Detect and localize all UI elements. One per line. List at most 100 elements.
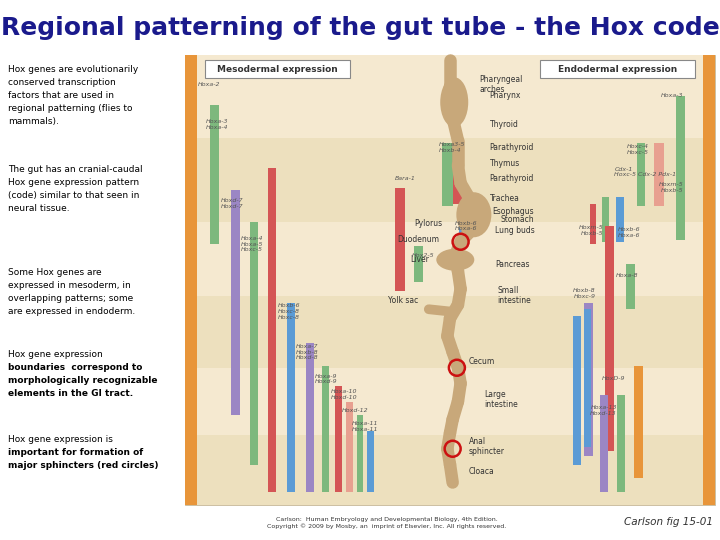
Text: Hoxa3-5
Hoxb-4: Hoxa3-5 Hoxb-4 (438, 142, 465, 153)
Text: Mesodermal expression: Mesodermal expression (217, 64, 338, 73)
Bar (676, 96, 685, 240)
Text: Regional patterning of the gut tube - the Hox code: Regional patterning of the gut tube - th… (1, 16, 719, 40)
Bar (585, 309, 591, 447)
Text: Lung buds: Lung buds (495, 226, 535, 235)
Bar (626, 264, 635, 309)
Bar (346, 402, 353, 491)
Text: (code) similar to that seen in: (code) similar to that seen in (8, 191, 140, 200)
Bar (600, 395, 608, 491)
Bar (605, 226, 613, 451)
Text: Hoxa-3: Hoxa-3 (661, 93, 683, 98)
Text: morphologically recognizable: morphologically recognizable (8, 376, 158, 385)
Text: Large
intestine: Large intestine (485, 389, 518, 409)
Bar (459, 219, 467, 242)
Text: Esophagus: Esophagus (492, 207, 534, 216)
Text: Hox gene expression pattern: Hox gene expression pattern (8, 178, 139, 187)
Bar (454, 152, 462, 204)
Text: factors that are used in: factors that are used in (8, 91, 114, 100)
Bar (616, 197, 624, 242)
Bar (0, 55, 185, 505)
Text: Pancreas: Pancreas (495, 260, 529, 269)
Bar (210, 105, 219, 244)
Bar (185, 296, 715, 368)
Text: Hoxm-5
Hoxb-5: Hoxm-5 Hoxb-5 (579, 225, 603, 236)
Text: Small
intestine: Small intestine (498, 286, 531, 306)
Bar (305, 343, 313, 491)
Text: Trachea: Trachea (490, 194, 520, 202)
Ellipse shape (440, 77, 468, 127)
Bar (185, 221, 715, 296)
Text: Hoxa-3
Hoxa-4: Hoxa-3 Hoxa-4 (206, 119, 229, 130)
Text: boundaries  correspond to: boundaries correspond to (8, 363, 143, 372)
Bar (367, 431, 374, 491)
Text: Hoxa-11
Hoxa-11: Hoxa-11 Hoxa-11 (352, 421, 379, 431)
Text: Hoxa-2: Hoxa-2 (198, 82, 221, 87)
Bar (185, 435, 715, 505)
Text: Hoxd-12: Hoxd-12 (341, 408, 368, 413)
Text: Carlson fig 15-01: Carlson fig 15-01 (624, 517, 713, 527)
Bar (336, 386, 342, 491)
Bar (185, 138, 715, 221)
Bar (616, 395, 625, 491)
Text: The gut has an cranial-caudal: The gut has an cranial-caudal (8, 165, 143, 174)
Text: Stomach: Stomach (500, 215, 534, 224)
Text: Hoxb-6
Hoxc-8
Hoxc-8: Hoxb-6 Hoxc-8 Hoxc-8 (278, 303, 300, 320)
Text: HoxD-9: HoxD-9 (601, 376, 625, 381)
Text: Cdx-1
Hoxc-5 Cdx-2 Pdx-1: Cdx-1 Hoxc-5 Cdx-2 Pdx-1 (614, 167, 676, 178)
Text: Thyroid: Thyroid (490, 120, 518, 129)
Text: Cloaca: Cloaca (469, 467, 495, 476)
Text: Pharynx: Pharynx (490, 91, 521, 100)
Text: Parathyroid: Parathyroid (490, 143, 534, 152)
Text: Carlson:  Human Embryology and Developmental Biology, 4th Edition.
Copyright © 2: Carlson: Human Embryology and Developmen… (267, 517, 506, 529)
Text: Hoxa-7
Hoxb-8
Hoxd-8: Hoxa-7 Hoxb-8 Hoxd-8 (297, 343, 319, 360)
Text: mammals).: mammals). (8, 117, 59, 126)
Bar (602, 197, 609, 242)
Text: Hoxa-10
Hoxd-10: Hoxa-10 Hoxd-10 (330, 389, 357, 400)
Text: Liver: Liver (410, 255, 429, 264)
Bar (585, 302, 593, 456)
Bar (185, 55, 715, 138)
Text: Hoxd-7
Hoxd-7: Hoxd-7 Hoxd-7 (221, 198, 243, 209)
Bar (357, 415, 363, 491)
Bar (442, 143, 453, 206)
Text: Anal
sphincter: Anal sphincter (469, 437, 505, 456)
Text: major sphincters (red circles): major sphincters (red circles) (8, 461, 158, 470)
Text: elements in the GI tract.: elements in the GI tract. (8, 389, 133, 398)
Bar (573, 316, 581, 464)
Ellipse shape (456, 192, 491, 237)
Bar (703, 55, 715, 505)
Text: Pylorus: Pylorus (414, 219, 442, 228)
Text: neural tissue.: neural tissue. (8, 204, 70, 213)
Text: are expressed in endoderm.: are expressed in endoderm. (8, 307, 135, 316)
Text: Parathyroid: Parathyroid (490, 174, 534, 183)
Bar (185, 55, 715, 505)
Text: Hoxa-8: Hoxa-8 (616, 273, 638, 278)
Bar (634, 366, 643, 478)
Text: Some Hox genes are: Some Hox genes are (8, 268, 102, 277)
Bar (250, 221, 258, 464)
Text: Duodenum: Duodenum (397, 235, 439, 244)
Bar (322, 366, 329, 491)
Bar (654, 143, 665, 206)
Text: important for formation of: important for formation of (8, 448, 143, 457)
Text: Pharyngeal
arches: Pharyngeal arches (479, 75, 523, 94)
Text: regional patterning (flies to: regional patterning (flies to (8, 104, 132, 113)
Text: Hox2-5: Hox2-5 (412, 253, 434, 258)
Bar (205, 60, 350, 78)
Bar (287, 302, 295, 491)
Text: Hox gene expression is: Hox gene expression is (8, 435, 113, 444)
Text: expressed in mesoderm, in: expressed in mesoderm, in (8, 281, 131, 290)
Bar (590, 204, 596, 244)
Text: Endodermal expression: Endodermal expression (558, 64, 677, 73)
Text: Hoxc-4
Hoxc-5: Hoxc-4 Hoxc-5 (626, 144, 649, 155)
Text: Hox genes are evolutionarily: Hox genes are evolutionarily (8, 65, 138, 74)
Text: Cecum: Cecum (469, 356, 495, 366)
Text: Hoxb-6
Hoxa-6: Hoxb-6 Hoxa-6 (455, 221, 478, 232)
Bar (185, 55, 197, 505)
Bar (636, 143, 645, 206)
Text: Hoxb-8
Hoxc-9: Hoxb-8 Hoxc-9 (573, 288, 595, 299)
Ellipse shape (436, 249, 474, 271)
Text: Hoxb-6
Hoxa-6: Hoxb-6 Hoxa-6 (618, 227, 641, 238)
Bar (395, 188, 405, 291)
Text: Thymus: Thymus (490, 159, 520, 167)
